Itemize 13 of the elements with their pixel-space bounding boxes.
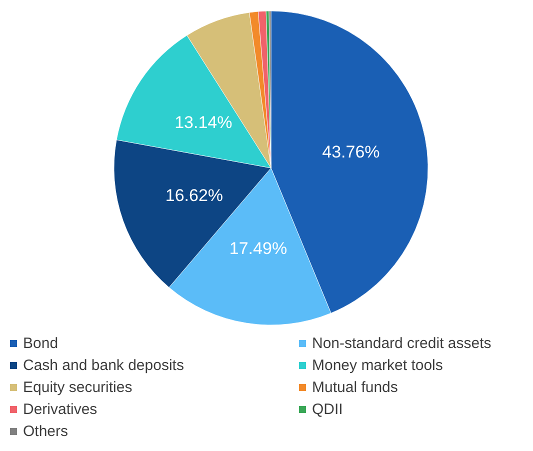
data-label: 43.76% bbox=[322, 142, 380, 162]
legend-label: Derivatives bbox=[23, 401, 98, 418]
legend-label: Bond bbox=[23, 335, 58, 352]
data-label: 16.62% bbox=[165, 186, 224, 205]
legend-label: Others bbox=[23, 423, 68, 440]
data-label: 17.49% bbox=[229, 238, 288, 258]
legend-label: Equity securities bbox=[23, 379, 132, 396]
legend-label: Cash and bank deposits bbox=[23, 357, 184, 374]
data-label: 13.14% bbox=[174, 112, 232, 132]
legend-label: Non-standard credit assets bbox=[312, 335, 492, 352]
legend-label: Mutual funds bbox=[312, 379, 398, 396]
legend-label: Money market tools bbox=[312, 357, 443, 374]
legend-label: QDII bbox=[312, 401, 343, 418]
